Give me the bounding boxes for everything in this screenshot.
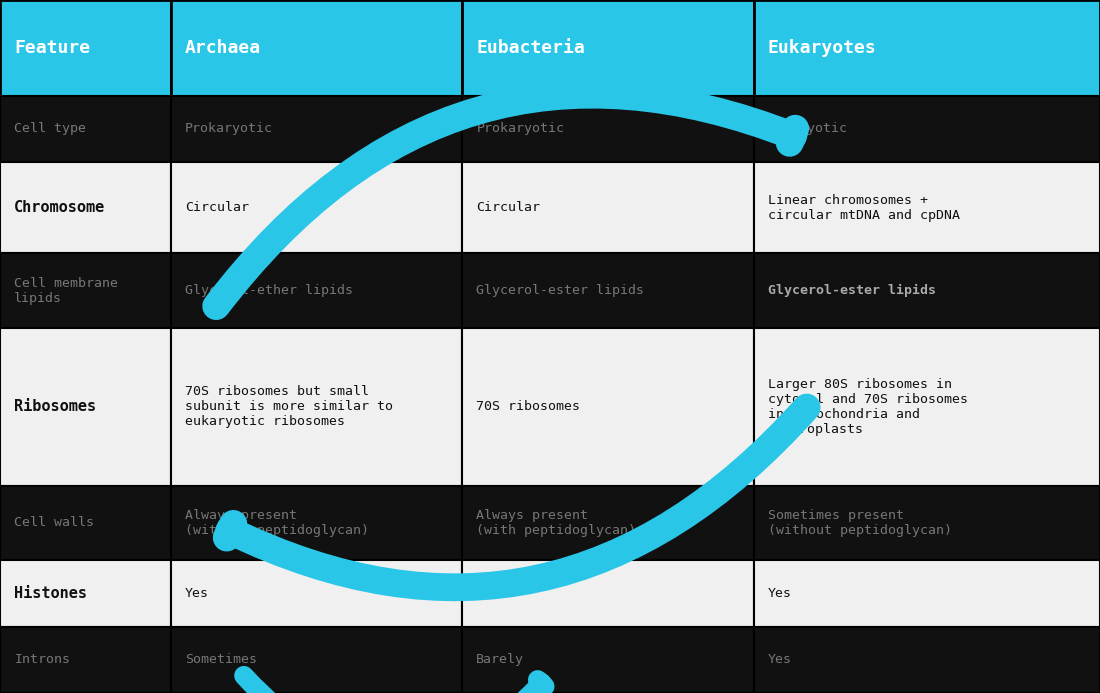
Bar bbox=[170, 254, 462, 328]
Bar bbox=[0, 626, 170, 693]
Text: Eubacteria: Eubacteria bbox=[476, 39, 585, 57]
Text: Prokaryotic: Prokaryotic bbox=[476, 122, 564, 135]
Text: Sometimes: Sometimes bbox=[185, 653, 256, 666]
Text: Linear chromosomes +
circular mtDNA and cpDNA: Linear chromosomes + circular mtDNA and … bbox=[768, 193, 960, 222]
Bar bbox=[462, 626, 754, 693]
Text: 70S ribosomes: 70S ribosomes bbox=[476, 401, 581, 413]
Text: Always present
(without peptidoglycan): Always present (without peptidoglycan) bbox=[185, 509, 368, 537]
Bar bbox=[462, 96, 754, 162]
Text: Archaea: Archaea bbox=[185, 39, 261, 57]
Bar bbox=[170, 0, 462, 96]
Bar bbox=[170, 162, 462, 254]
Text: Ribosomes: Ribosomes bbox=[14, 399, 97, 414]
Text: Circular: Circular bbox=[185, 201, 249, 214]
Bar bbox=[462, 560, 754, 626]
Bar bbox=[754, 254, 1100, 328]
Bar bbox=[462, 254, 754, 328]
Text: No: No bbox=[476, 587, 493, 600]
Bar bbox=[462, 486, 754, 560]
Bar bbox=[0, 0, 170, 96]
Bar bbox=[754, 0, 1100, 96]
Bar bbox=[170, 96, 462, 162]
Text: Glycerol-ether lipids: Glycerol-ether lipids bbox=[185, 284, 353, 297]
Bar bbox=[754, 328, 1100, 486]
Bar bbox=[0, 328, 170, 486]
Bar bbox=[170, 328, 462, 486]
Bar bbox=[462, 162, 754, 254]
Text: Larger 80S ribosomes in
cytosol and 70S ribosomes
in mitochondria and
chloroplas: Larger 80S ribosomes in cytosol and 70S … bbox=[768, 378, 968, 436]
Text: Chromosome: Chromosome bbox=[14, 200, 106, 215]
Bar bbox=[170, 486, 462, 560]
Bar bbox=[170, 560, 462, 626]
Text: Feature: Feature bbox=[14, 39, 90, 57]
Text: Yes: Yes bbox=[185, 587, 209, 600]
Bar bbox=[0, 96, 170, 162]
Text: Yes: Yes bbox=[768, 587, 792, 600]
Text: 70S ribosomes but small
subunit is more similar to
eukaryotic ribosomes: 70S ribosomes but small subunit is more … bbox=[185, 385, 393, 428]
Text: Cell membrane
lipids: Cell membrane lipids bbox=[14, 277, 119, 305]
Text: Cell walls: Cell walls bbox=[14, 516, 95, 529]
Text: Always present
(with peptidoglycan): Always present (with peptidoglycan) bbox=[476, 509, 636, 537]
Text: Histones: Histones bbox=[14, 586, 87, 601]
Bar bbox=[462, 0, 754, 96]
Bar bbox=[170, 626, 462, 693]
Bar bbox=[0, 560, 170, 626]
Bar bbox=[754, 486, 1100, 560]
Bar bbox=[754, 560, 1100, 626]
Bar bbox=[0, 254, 170, 328]
Text: Sometimes present
(without peptidoglycan): Sometimes present (without peptidoglycan… bbox=[768, 509, 952, 537]
Text: Cell type: Cell type bbox=[14, 122, 86, 135]
Text: Barely: Barely bbox=[476, 653, 525, 666]
Text: Glycerol-ester lipids: Glycerol-ester lipids bbox=[476, 284, 645, 297]
Text: Eukaryotes: Eukaryotes bbox=[768, 39, 877, 57]
Bar bbox=[754, 162, 1100, 254]
Bar bbox=[754, 626, 1100, 693]
Text: Yes: Yes bbox=[768, 653, 792, 666]
Bar bbox=[0, 486, 170, 560]
Text: Circular: Circular bbox=[476, 201, 540, 214]
Text: Prokaryotic: Prokaryotic bbox=[185, 122, 273, 135]
Bar bbox=[754, 96, 1100, 162]
Text: Introns: Introns bbox=[14, 653, 70, 666]
Bar bbox=[0, 162, 170, 254]
Text: Glycerol-ester lipids: Glycerol-ester lipids bbox=[768, 284, 936, 297]
Bar bbox=[462, 328, 754, 486]
Text: Eukaryotic: Eukaryotic bbox=[768, 122, 848, 135]
